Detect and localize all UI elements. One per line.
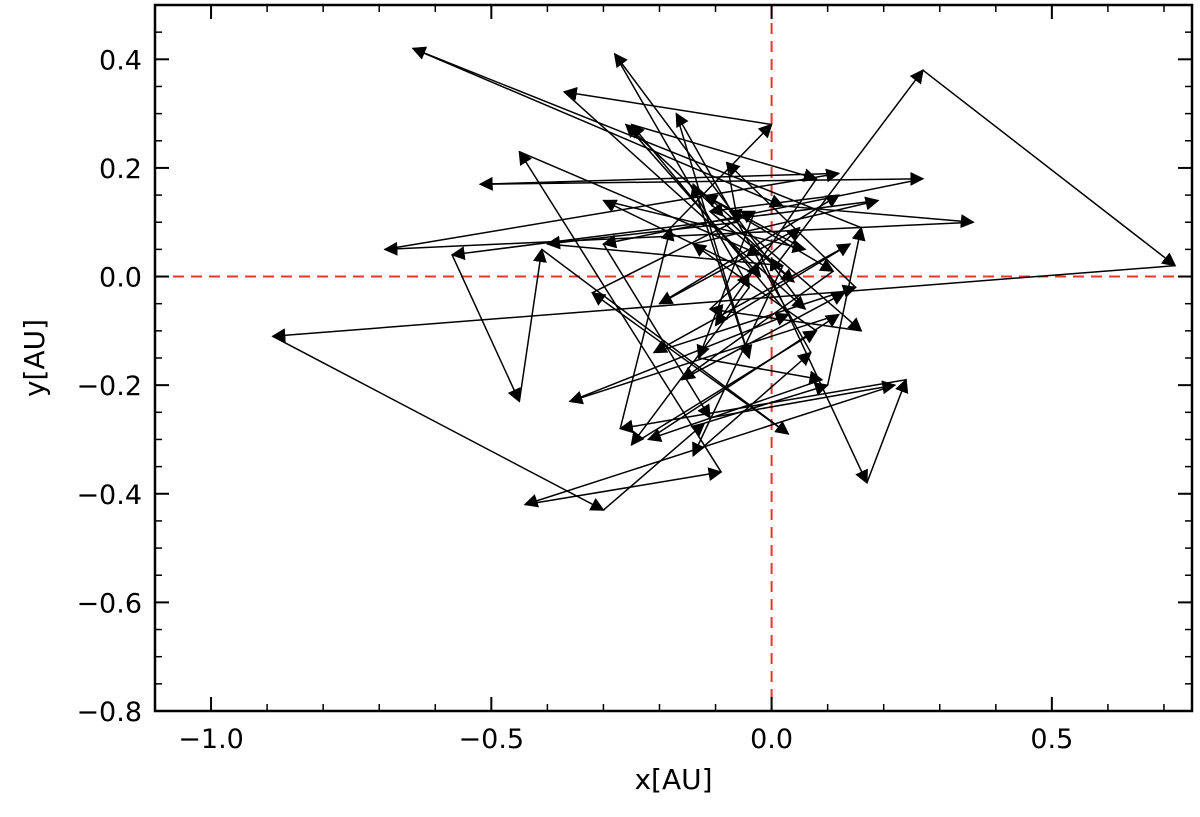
trajectory-arrow	[272, 335, 605, 511]
x-tick-label: −0.5	[459, 724, 525, 755]
trajectory-arrow	[692, 265, 784, 458]
trajectory-arrow	[922, 69, 1177, 267]
trajectory-arrow	[692, 351, 812, 457]
trajectory-arrow	[602, 199, 761, 278]
trajectory-arrow	[631, 123, 818, 182]
x-axis-title: x[AU]	[634, 763, 712, 796]
y-tick-label: −0.8	[76, 697, 142, 728]
trajectory-arrow	[708, 303, 862, 332]
y-axis-title: y[AU]	[18, 319, 51, 397]
trajectory-arrow	[675, 112, 812, 353]
trajectory-arrow	[412, 47, 785, 208]
trajectory-arrow	[690, 182, 750, 359]
y-tick-label: −0.6	[76, 588, 142, 619]
trajectory-arrow	[647, 313, 841, 441]
x-tick-label: −1.0	[178, 724, 244, 755]
trajectory-arrow	[681, 292, 846, 381]
trajectory-arrow	[519, 150, 762, 257]
y-tick-label: 0.0	[99, 263, 142, 294]
trajectory-arrow	[562, 86, 772, 126]
trajectory-arrow	[670, 123, 773, 229]
trajectory-arrow	[478, 172, 839, 191]
trajectory-arrow	[602, 422, 706, 511]
trajectory-arrow	[715, 243, 852, 327]
trajectory-arrow	[568, 313, 840, 405]
trajectory-arrow	[653, 284, 858, 354]
trajectory-arrow	[602, 178, 924, 249]
trajectory-arrow	[708, 194, 839, 217]
trajectory-arrow	[480, 171, 925, 186]
trajectory-arrow	[613, 53, 750, 289]
trajectory-arrow	[563, 91, 807, 311]
trajectory-arrow	[770, 69, 924, 272]
axis-tick-labels: −1.0 −0.5 0.0 0.5 0.4 0.2 0.0 −0.2 −0.4 −0.6 −0.8	[76, 45, 1073, 755]
trajectory-arrow	[703, 194, 835, 272]
trajectory-arrow	[547, 243, 785, 272]
y-tick-label: −0.4	[76, 480, 142, 511]
trajectory-arrow	[709, 380, 897, 419]
trajectory-arrow	[759, 254, 868, 485]
trajectory-arrow	[518, 150, 722, 473]
x-tick-label: 0.5	[1030, 724, 1073, 755]
trajectory-arrow	[625, 123, 762, 278]
trajectory-arrow	[630, 286, 750, 447]
trajectory-arrow	[866, 378, 909, 484]
axis-ticks	[154, 4, 1192, 712]
y-tick-label: 0.4	[99, 45, 142, 76]
trajectory-arrow	[618, 378, 907, 434]
trajectory-arrow	[709, 210, 796, 283]
trajectory-arrow	[602, 243, 711, 419]
trajectory-arrow	[523, 384, 896, 508]
trajectory-arrow	[698, 357, 824, 385]
trajectory-arrow	[518, 247, 547, 402]
trajectory-arrow	[591, 292, 789, 435]
trajectory-arrow	[691, 243, 817, 332]
trajectory-arrow	[680, 270, 834, 381]
y-tick-label: −0.2	[76, 371, 142, 402]
trajectory-arrow	[524, 467, 723, 506]
trajectory-arrow	[658, 227, 800, 305]
trajectory-arrow	[451, 254, 521, 403]
trajectory-arrow	[383, 221, 974, 256]
trajectory-arrow	[659, 194, 841, 305]
trajectory-arrow	[646, 379, 823, 442]
trajectory-arrows	[271, 46, 1177, 511]
trajectory-arrow	[675, 113, 753, 360]
trajectory-arrow	[603, 199, 807, 254]
trajectory-arrow	[450, 199, 879, 261]
trajectory-arrow	[271, 264, 1176, 343]
trajectory-arrow	[826, 226, 866, 386]
y-tick-label: 0.2	[99, 154, 142, 185]
x-tick-label: 0.0	[750, 724, 793, 755]
trajectory-arrow	[619, 226, 675, 429]
trajectory-arrow	[591, 210, 757, 294]
